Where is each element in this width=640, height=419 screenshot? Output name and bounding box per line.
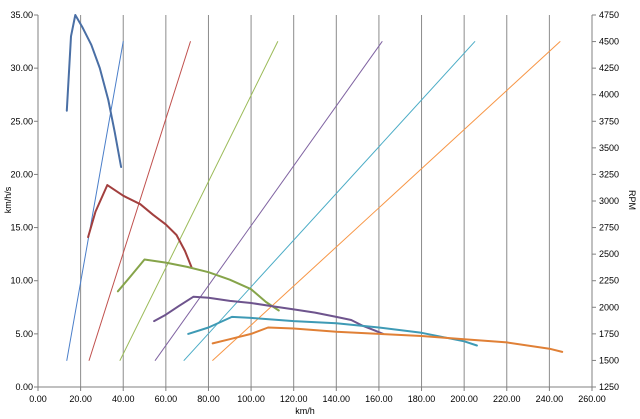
x-tick-label: 200.00 xyxy=(450,394,478,404)
x-tick-label: 80.00 xyxy=(197,394,220,404)
x-tick-label: 120.00 xyxy=(280,394,308,404)
x-tick-label: 260.00 xyxy=(578,394,606,404)
y2-tick-label: 1250 xyxy=(599,382,619,392)
y2-tick-label: 2500 xyxy=(599,249,619,259)
x-tick-label: 100.00 xyxy=(237,394,265,404)
x-tick-label: 240.00 xyxy=(536,394,564,404)
acceleration-line-gear-3 xyxy=(116,258,280,312)
rpm-series-group xyxy=(66,41,561,361)
rpm-line-gear-5 xyxy=(183,41,476,361)
x-tick-label: 20.00 xyxy=(69,394,92,404)
acceleration-line-gear-1 xyxy=(65,14,123,168)
y2-tick-label: 4500 xyxy=(599,37,619,47)
y2-tick-label: 3250 xyxy=(599,169,619,179)
rpm-line-gear-1 xyxy=(66,41,124,361)
acceleration-line-gear-4 xyxy=(153,295,385,335)
rpm-line-gear-6 xyxy=(212,41,561,361)
acceleration-series-group xyxy=(65,14,564,353)
y-axis-title: km/h/s xyxy=(3,186,13,213)
y-tick-label: 30.00 xyxy=(10,63,33,73)
y2-tick-label: 4000 xyxy=(599,90,619,100)
acceleration-line-gear-6 xyxy=(211,326,564,353)
y2-tick-label: 4250 xyxy=(599,63,619,73)
y-tick-label: 20.00 xyxy=(10,169,33,179)
y2-axis-title: RPM xyxy=(627,190,637,210)
y2-tick-label: 2250 xyxy=(599,276,619,286)
x-tick-label: 40.00 xyxy=(112,394,135,404)
y-tick-label: 0.00 xyxy=(15,382,33,392)
y-tick-label: 10.00 xyxy=(10,276,33,286)
y-tick-label: 15.00 xyxy=(10,223,33,233)
x-tick-label: 140.00 xyxy=(323,394,351,404)
y-tick-label: 25.00 xyxy=(10,116,33,126)
y2-tick-label: 1500 xyxy=(599,355,619,365)
acceleration-line-gear-2 xyxy=(87,184,193,268)
tick-labels: 0.00 20.00 40.00 60.00 80.00 100.00 120.00 140.… xyxy=(10,10,619,404)
y-tick-label: 5.00 xyxy=(15,329,33,339)
x-tick-label: 180.00 xyxy=(408,394,436,404)
rpm-line-gear-2 xyxy=(88,41,191,361)
y2-tick-label: 2000 xyxy=(599,302,619,312)
rpm-line-gear-3 xyxy=(119,41,279,361)
x-tick-label: 60.00 xyxy=(155,394,178,404)
axes xyxy=(34,14,596,391)
x-tick-label: 220.00 xyxy=(493,394,521,404)
y2-tick-label: 3000 xyxy=(599,196,619,206)
x-tick-label: 160.00 xyxy=(365,394,393,404)
y2-tick-label: 2750 xyxy=(599,223,619,233)
y-tick-label: 35.00 xyxy=(10,10,33,20)
y2-tick-label: 1750 xyxy=(599,329,619,339)
y2-tick-label: 3750 xyxy=(599,116,619,126)
x-axis-title: km/h xyxy=(295,406,315,416)
y2-tick-label: 4750 xyxy=(599,10,619,20)
y2-tick-label: 3500 xyxy=(599,143,619,153)
rpm-line-gear-4 xyxy=(154,41,383,361)
x-tick-label: 0.00 xyxy=(29,394,47,404)
